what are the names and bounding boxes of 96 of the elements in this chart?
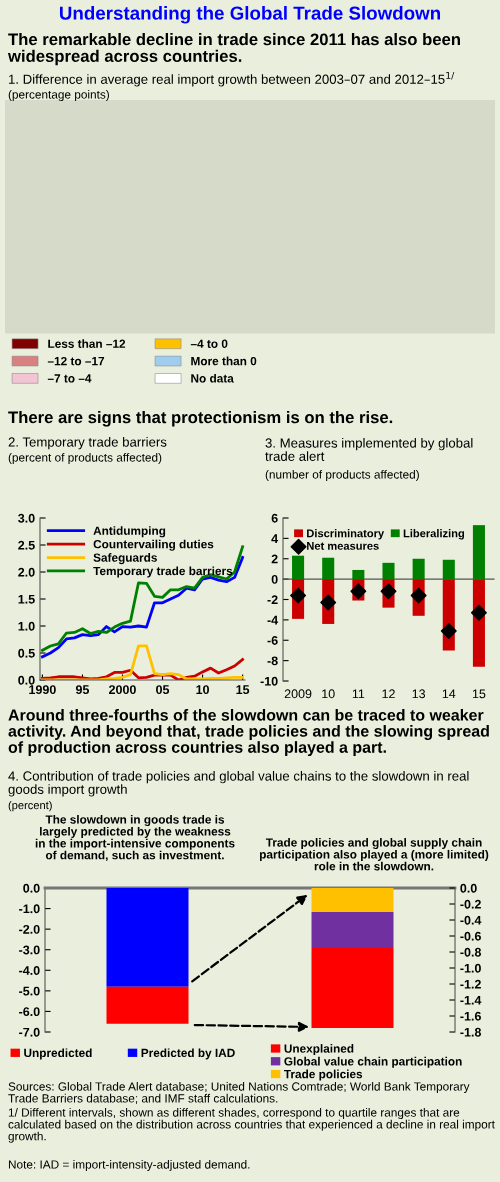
y-tick-label: -2.0 (19, 924, 40, 934)
category-label: More than 0 (191, 356, 257, 366)
text: 1. Difference in average real import growth between 2003–07 and 2012–15$^{1/}$ (9, 72, 455, 87)
legend-label: Temporary trade barriers (93, 566, 233, 578)
y-tick-label: -10 (260, 676, 278, 686)
chart-title: 3. Measures implemented by global trade alert (265, 438, 473, 461)
y2-tick-label: -1.8 (460, 1027, 482, 1037)
point (350, 583, 367, 600)
y-tick-label: 2.0 (18, 567, 35, 577)
bar (442, 559, 455, 580)
y2-tick-label: -0.8 (460, 947, 482, 957)
point (440, 623, 457, 640)
text: Note: IAD = import-intensity-adjusted demand. (8, 1160, 250, 1172)
text: Understanding the Global Trade Slowdown (59, 6, 441, 24)
chart-title: 2. Temporary trade barriers (8, 437, 167, 450)
text: There are signs that protectionism is on the rise. (8, 411, 393, 427)
x-tick-label: 10 (196, 685, 209, 695)
y-tick-label: 0.0 (23, 883, 40, 893)
y-tick-label: -1.0 (19, 904, 40, 914)
bar (412, 558, 425, 580)
y-tick-label: -4 (267, 615, 279, 625)
y-tick-label: 2 (271, 554, 278, 564)
category-label: –7 to –4 (47, 374, 92, 383)
bar (472, 525, 485, 580)
y2-tick-label: -0.6 (460, 931, 481, 941)
chart-subtitle: (number of products affected) (265, 470, 419, 482)
legend-label: Predicted by IAD (141, 1048, 235, 1060)
legend-label: Countervailing duties (93, 539, 214, 551)
y2-tick-label: -1.6 (460, 1011, 481, 1021)
legend-label: Global value chain participation (284, 1056, 462, 1068)
y2-tick-label: 0.0 (460, 883, 477, 893)
legend-label: Safeguards (93, 553, 157, 565)
point (380, 583, 397, 600)
chart-title: 4. Contribution of trade policies and global value chains to the slowdown in real goods import growth (8, 771, 469, 797)
x-tick-label: 10 (322, 689, 335, 699)
x-tick-label: 15 (472, 689, 486, 699)
legend-label: Net measures (307, 542, 379, 550)
y-tick-label: 1.5 (18, 594, 35, 604)
y2-tick-label: -1.2 (460, 979, 481, 989)
x-tick-label: 15 (236, 685, 250, 695)
x-tick-label: 2009 (284, 689, 312, 699)
y-tick-label: -3.0 (19, 945, 40, 955)
x-tick-label: 13 (412, 689, 426, 699)
category-label: –12 to –17 (47, 356, 105, 366)
x-tick-label: 1990 (29, 685, 56, 695)
source-note: Sources: Global Trade Alert database; United Nations Comtrade; World Bank Temporary Trade Barriers database; and IMF staff calculations. (8, 1082, 470, 1104)
legend-label: Antidumping (93, 526, 166, 538)
y-tick-label: -8 (267, 656, 278, 666)
point (470, 604, 487, 621)
x-tick-label: 2000 (109, 685, 136, 695)
y-tick-label: 3.0 (18, 513, 35, 523)
y-tick-label: -4.0 (19, 966, 40, 975)
category-label: No data (191, 373, 234, 383)
text: Trade policies and global supply chain participation also played a (more limited) role in the slowdown. (259, 838, 489, 871)
y-tick-label: -7.0 (19, 1027, 40, 1037)
bar (292, 555, 305, 580)
y-tick-label: 0.5 (18, 648, 35, 658)
legend-label: Unpredicted (24, 1048, 92, 1060)
y-tick-label: 1.0 (18, 621, 35, 631)
y-tick-label: -6.0 (19, 1007, 40, 1017)
text: The remarkable decline in trade since 2011 has also been widespread across countries. (7, 33, 460, 66)
y-tick-label: 6 (271, 513, 278, 523)
y-tick-label: -6 (267, 636, 278, 645)
legend-label: Liberalizing (403, 529, 465, 540)
y-tick-label: 4 (271, 534, 279, 543)
text: 1/ Different intervals, shown as different shades, correspond to quartile ranges that are calculated based on the distribution across countries that experienced a decline in real import growth. (8, 1108, 495, 1143)
y-tick-label: 0 (271, 574, 278, 584)
x-tick-label: 12 (382, 689, 395, 699)
x-tick-label: 05 (156, 685, 170, 695)
point (410, 587, 427, 604)
point (290, 587, 307, 604)
category-label: –4 to 0 (190, 339, 228, 348)
legend-label: Trade policies (283, 1069, 363, 1081)
text: The slowdown in goods trade is largely predicted by the weakness in the import-intensive components of demand, such as investment. (35, 815, 235, 862)
y2-tick-label: -0.2 (460, 899, 481, 909)
y-tick-label: 0.0 (18, 675, 35, 685)
bar (322, 557, 335, 580)
x-tick-label: 14 (442, 689, 456, 699)
legend-label: Discriminatory (307, 529, 385, 540)
category-label: Less than –12 (48, 339, 126, 348)
y2-tick-label: -0.4 (460, 915, 482, 925)
y-tick-label: -2 (267, 595, 278, 605)
y2-tick-label: -1.4 (460, 995, 482, 1005)
chart-subtitle: (percent of products affected) (8, 453, 162, 465)
x-tick-label: 11 (352, 689, 365, 699)
point (320, 594, 337, 611)
y-tick-label: -5.0 (19, 986, 40, 996)
bar (382, 562, 395, 580)
y-tick-label: 2.5 (18, 540, 35, 550)
y2-tick-label: -1.0 (460, 963, 481, 973)
text: Around three-fourths of the slowdown can be traced to weaker activity. And beyond that, trade policies and the slowing spread of production across countries also played a part. (8, 709, 489, 757)
x-tick-label: 95 (75, 685, 90, 695)
text: (percentage points) (8, 90, 109, 102)
legend-label: Unexplained (284, 1044, 354, 1056)
bar (352, 569, 365, 580)
chart-subtitle: (percent) (8, 801, 52, 812)
